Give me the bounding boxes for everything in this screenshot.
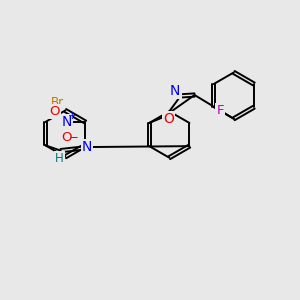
Text: O: O	[62, 131, 72, 144]
Text: +: +	[68, 110, 76, 121]
Text: O: O	[164, 112, 174, 126]
Text: H: H	[55, 152, 64, 165]
Text: N: N	[170, 84, 181, 98]
Text: N: N	[62, 115, 72, 129]
Text: −: −	[68, 131, 78, 144]
Text: N: N	[82, 140, 92, 154]
Text: Br: Br	[50, 96, 64, 109]
Text: O: O	[49, 105, 60, 118]
Text: F: F	[217, 104, 224, 117]
